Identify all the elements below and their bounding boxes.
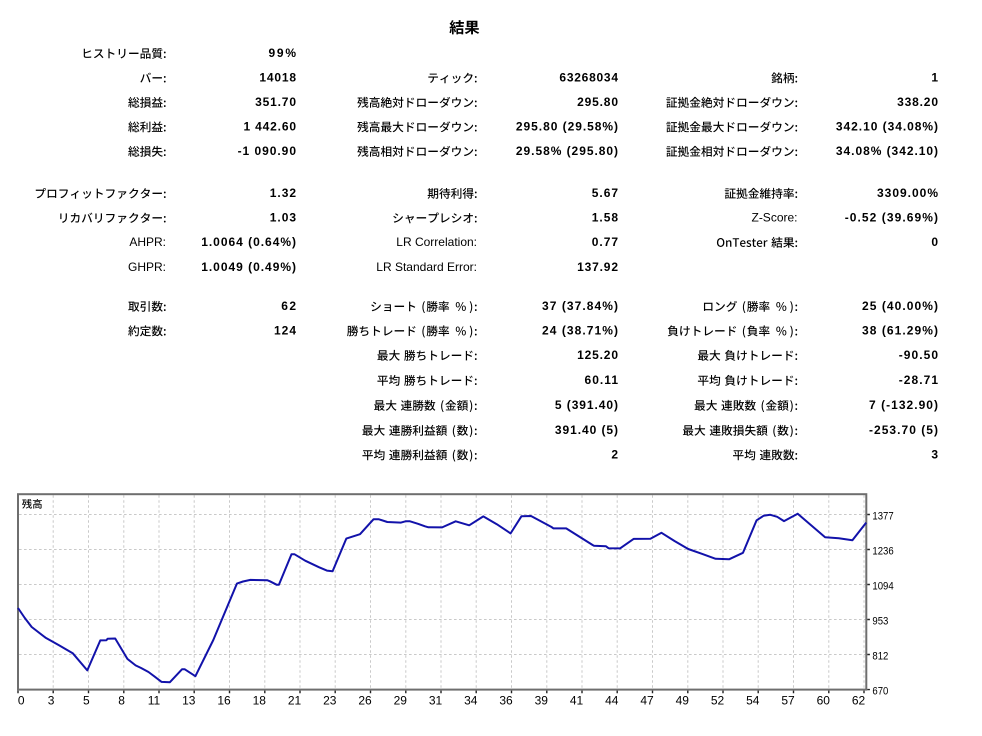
svg-text:3309.00%: 3309.00% xyxy=(877,186,938,200)
svg-text:1.0064 (0.64%): 1.0064 (0.64%) xyxy=(201,235,296,249)
svg-text:37 (37.84%): 37 (37.84%) xyxy=(542,299,618,313)
svg-text:670: 670 xyxy=(872,685,888,698)
svg-text:-90.50: -90.50 xyxy=(899,348,939,362)
svg-text:1: 1 xyxy=(931,71,938,85)
svg-text:13: 13 xyxy=(182,694,196,708)
svg-text:18: 18 xyxy=(253,694,267,708)
svg-text:338.20: 338.20 xyxy=(897,95,938,109)
svg-text:812: 812 xyxy=(872,650,888,663)
svg-text:1377: 1377 xyxy=(872,510,893,523)
svg-text:36: 36 xyxy=(499,694,513,708)
svg-text:21: 21 xyxy=(288,694,302,708)
svg-text:0.77: 0.77 xyxy=(592,235,619,249)
svg-text:39: 39 xyxy=(535,694,549,708)
svg-text:63268034: 63268034 xyxy=(559,71,618,85)
svg-text:1.0049 (0.49%): 1.0049 (0.49%) xyxy=(201,260,296,274)
svg-text:29.58% (295.80): 29.58% (295.80) xyxy=(516,144,618,158)
svg-text:391.40 (5): 391.40 (5) xyxy=(555,423,618,437)
svg-text:11: 11 xyxy=(148,694,161,708)
svg-text:3: 3 xyxy=(48,694,55,708)
svg-text:5 (391.40): 5 (391.40) xyxy=(555,398,618,412)
svg-text:1094: 1094 xyxy=(872,580,893,593)
svg-text:0: 0 xyxy=(931,235,938,249)
svg-text:25 (40.00%): 25 (40.00%) xyxy=(862,299,938,313)
svg-text:99%: 99% xyxy=(269,46,297,60)
svg-text:16: 16 xyxy=(217,694,231,708)
svg-text:52: 52 xyxy=(711,694,725,708)
svg-text:14018: 14018 xyxy=(259,71,296,85)
svg-text:5: 5 xyxy=(83,694,90,708)
svg-text:1236: 1236 xyxy=(872,545,893,558)
svg-text:29: 29 xyxy=(394,694,408,708)
svg-text:62: 62 xyxy=(281,299,296,313)
svg-text:1.58: 1.58 xyxy=(592,211,619,225)
svg-text:-28.71: -28.71 xyxy=(899,373,939,387)
svg-text:LR Correlation:: LR Correlation: xyxy=(396,235,477,249)
svg-text:54: 54 xyxy=(746,694,760,708)
svg-text:1.03: 1.03 xyxy=(270,211,297,225)
svg-text:31: 31 xyxy=(429,694,443,708)
svg-text:351.70: 351.70 xyxy=(255,95,296,109)
svg-text:-1 090.90: -1 090.90 xyxy=(238,144,297,158)
svg-text:-253.70 (5): -253.70 (5) xyxy=(869,423,938,437)
svg-text:AHPR:: AHPR: xyxy=(129,235,166,249)
svg-text:7 (-132.90): 7 (-132.90) xyxy=(869,398,938,412)
svg-text:60.11: 60.11 xyxy=(585,373,619,387)
svg-text:60: 60 xyxy=(817,694,831,708)
svg-text:38 (61.29%): 38 (61.29%) xyxy=(862,324,938,338)
svg-text:23: 23 xyxy=(323,694,337,708)
svg-text:295.80: 295.80 xyxy=(577,95,618,109)
svg-text:49: 49 xyxy=(676,694,690,708)
svg-text:1.32: 1.32 xyxy=(270,186,297,200)
svg-text:2: 2 xyxy=(611,448,618,462)
svg-text:1 442.60: 1 442.60 xyxy=(244,120,297,134)
svg-text:953: 953 xyxy=(872,615,888,628)
svg-text:137.92: 137.92 xyxy=(577,260,618,274)
svg-text:LR Standard Error:: LR Standard Error: xyxy=(376,260,477,274)
svg-text:Z-Score:: Z-Score: xyxy=(751,211,797,225)
svg-text:8: 8 xyxy=(118,694,125,708)
svg-text:5.67: 5.67 xyxy=(592,186,619,200)
svg-text:3: 3 xyxy=(931,448,938,462)
svg-text:24 (38.71%): 24 (38.71%) xyxy=(542,324,618,338)
svg-text:47: 47 xyxy=(640,694,654,708)
svg-text:GHPR:: GHPR: xyxy=(128,260,166,274)
svg-text:44: 44 xyxy=(605,694,619,708)
svg-text:-0.52 (39.69%): -0.52 (39.69%) xyxy=(845,211,938,225)
svg-text:34: 34 xyxy=(464,694,478,708)
svg-text:26: 26 xyxy=(358,694,372,708)
svg-text:62: 62 xyxy=(852,694,866,708)
svg-text:342.10 (34.08%): 342.10 (34.08%) xyxy=(836,120,938,134)
svg-text:0: 0 xyxy=(18,694,25,708)
svg-text:125.20: 125.20 xyxy=(577,348,618,362)
svg-text:41: 41 xyxy=(570,694,584,708)
svg-text:124: 124 xyxy=(274,324,296,338)
svg-text:57: 57 xyxy=(781,694,795,708)
svg-text:34.08% (342.10): 34.08% (342.10) xyxy=(836,144,938,158)
svg-text:295.80 (29.58%): 295.80 (29.58%) xyxy=(516,120,618,134)
